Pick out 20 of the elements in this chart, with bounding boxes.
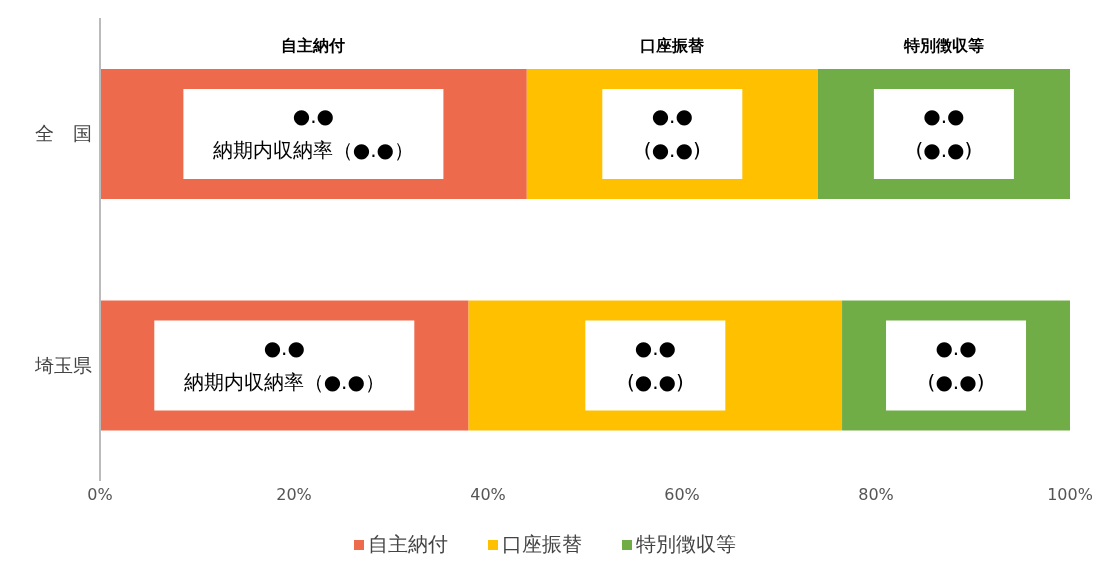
x-tick-label: 80% bbox=[858, 485, 894, 505]
x-tick-label: 100% bbox=[1047, 485, 1093, 505]
x-tick-label: 0% bbox=[87, 485, 113, 505]
legend-label: 口座振替 bbox=[501, 531, 582, 558]
annotation: ●.● (●.●) bbox=[643, 104, 701, 162]
x-tick-label: 40% bbox=[470, 485, 506, 505]
text: 特別徴収等 bbox=[903, 36, 984, 55]
annotation: ●.● 納期内収納率（●.●） bbox=[183, 335, 385, 394]
x-tick-label: 20% bbox=[276, 485, 312, 505]
legend-label: 特別徴収等 bbox=[635, 531, 736, 558]
annotation: ●.● 納期内収納率（●.●） bbox=[212, 104, 415, 162]
legend-label: 自主納付 bbox=[367, 531, 448, 558]
annotation: ●.● (●.●) bbox=[915, 104, 973, 162]
annotation: ●.● (●.●) bbox=[927, 335, 985, 394]
y-tick-label: 全 国 bbox=[35, 122, 92, 145]
text: 口座振替 bbox=[640, 36, 705, 55]
x-tick-label: 60% bbox=[664, 485, 700, 505]
text: 自主納付 bbox=[281, 36, 346, 55]
y-tick-label: 埼玉県 bbox=[34, 353, 92, 376]
annotation: ●.● (●.●) bbox=[626, 335, 684, 394]
